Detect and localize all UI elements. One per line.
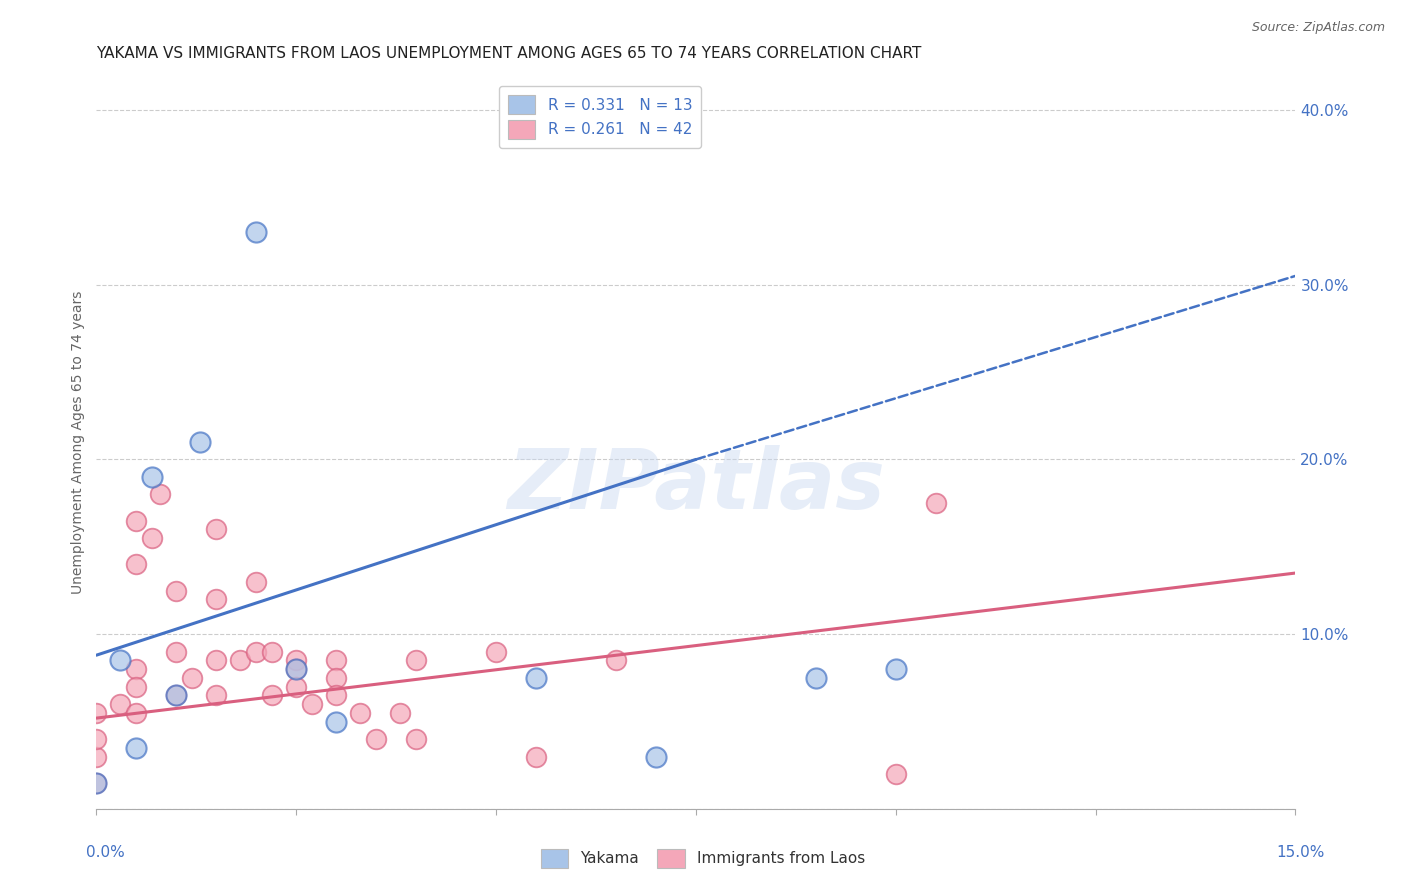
Point <box>205 522 228 536</box>
Point <box>285 662 308 676</box>
Legend: R = 0.331   N = 13, R = 0.261   N = 42: R = 0.331 N = 13, R = 0.261 N = 42 <box>499 87 702 148</box>
Point <box>524 671 547 685</box>
Point <box>245 574 267 589</box>
Point <box>141 531 163 545</box>
Point <box>86 776 108 790</box>
Point <box>245 225 267 239</box>
Point <box>188 434 211 449</box>
Point <box>349 706 371 720</box>
Text: 15.0%: 15.0% <box>1277 846 1324 860</box>
Point <box>285 680 308 694</box>
Point <box>165 689 187 703</box>
Point <box>125 740 148 755</box>
Point <box>389 706 412 720</box>
Point <box>605 653 627 667</box>
Text: Source: ZipAtlas.com: Source: ZipAtlas.com <box>1251 21 1385 34</box>
Point <box>884 662 907 676</box>
Point <box>125 558 148 572</box>
Point <box>86 706 108 720</box>
Point <box>405 732 427 747</box>
Point <box>884 767 907 781</box>
Point <box>165 583 187 598</box>
Point <box>125 514 148 528</box>
Point <box>325 689 347 703</box>
Point <box>110 697 132 711</box>
Point <box>325 671 347 685</box>
Point <box>245 645 267 659</box>
Point <box>165 689 187 703</box>
Point <box>110 653 132 667</box>
Point <box>262 645 284 659</box>
Point <box>262 689 284 703</box>
Point <box>405 653 427 667</box>
Point <box>125 680 148 694</box>
Point <box>141 470 163 484</box>
Y-axis label: Unemployment Among Ages 65 to 74 years: Unemployment Among Ages 65 to 74 years <box>72 290 86 594</box>
Point <box>285 653 308 667</box>
Point <box>205 653 228 667</box>
Point <box>366 732 388 747</box>
Point <box>86 732 108 747</box>
Point <box>205 592 228 607</box>
Point <box>301 697 323 711</box>
Point <box>804 671 827 685</box>
Point <box>165 645 187 659</box>
Text: 0.0%: 0.0% <box>86 846 125 860</box>
Legend: Yakama, Immigrants from Laos: Yakama, Immigrants from Laos <box>534 843 872 873</box>
Point <box>925 496 948 510</box>
Point <box>205 689 228 703</box>
Point <box>86 776 108 790</box>
Point <box>485 645 508 659</box>
Point <box>149 487 172 501</box>
Text: ZIPatlas: ZIPatlas <box>508 445 884 526</box>
Point <box>229 653 252 667</box>
Point <box>125 662 148 676</box>
Point <box>181 671 204 685</box>
Point <box>325 714 347 729</box>
Point <box>125 706 148 720</box>
Point <box>86 749 108 764</box>
Point <box>325 653 347 667</box>
Text: YAKAMA VS IMMIGRANTS FROM LAOS UNEMPLOYMENT AMONG AGES 65 TO 74 YEARS CORRELATIO: YAKAMA VS IMMIGRANTS FROM LAOS UNEMPLOYM… <box>97 46 922 62</box>
Point <box>285 662 308 676</box>
Point <box>524 749 547 764</box>
Point <box>645 749 668 764</box>
